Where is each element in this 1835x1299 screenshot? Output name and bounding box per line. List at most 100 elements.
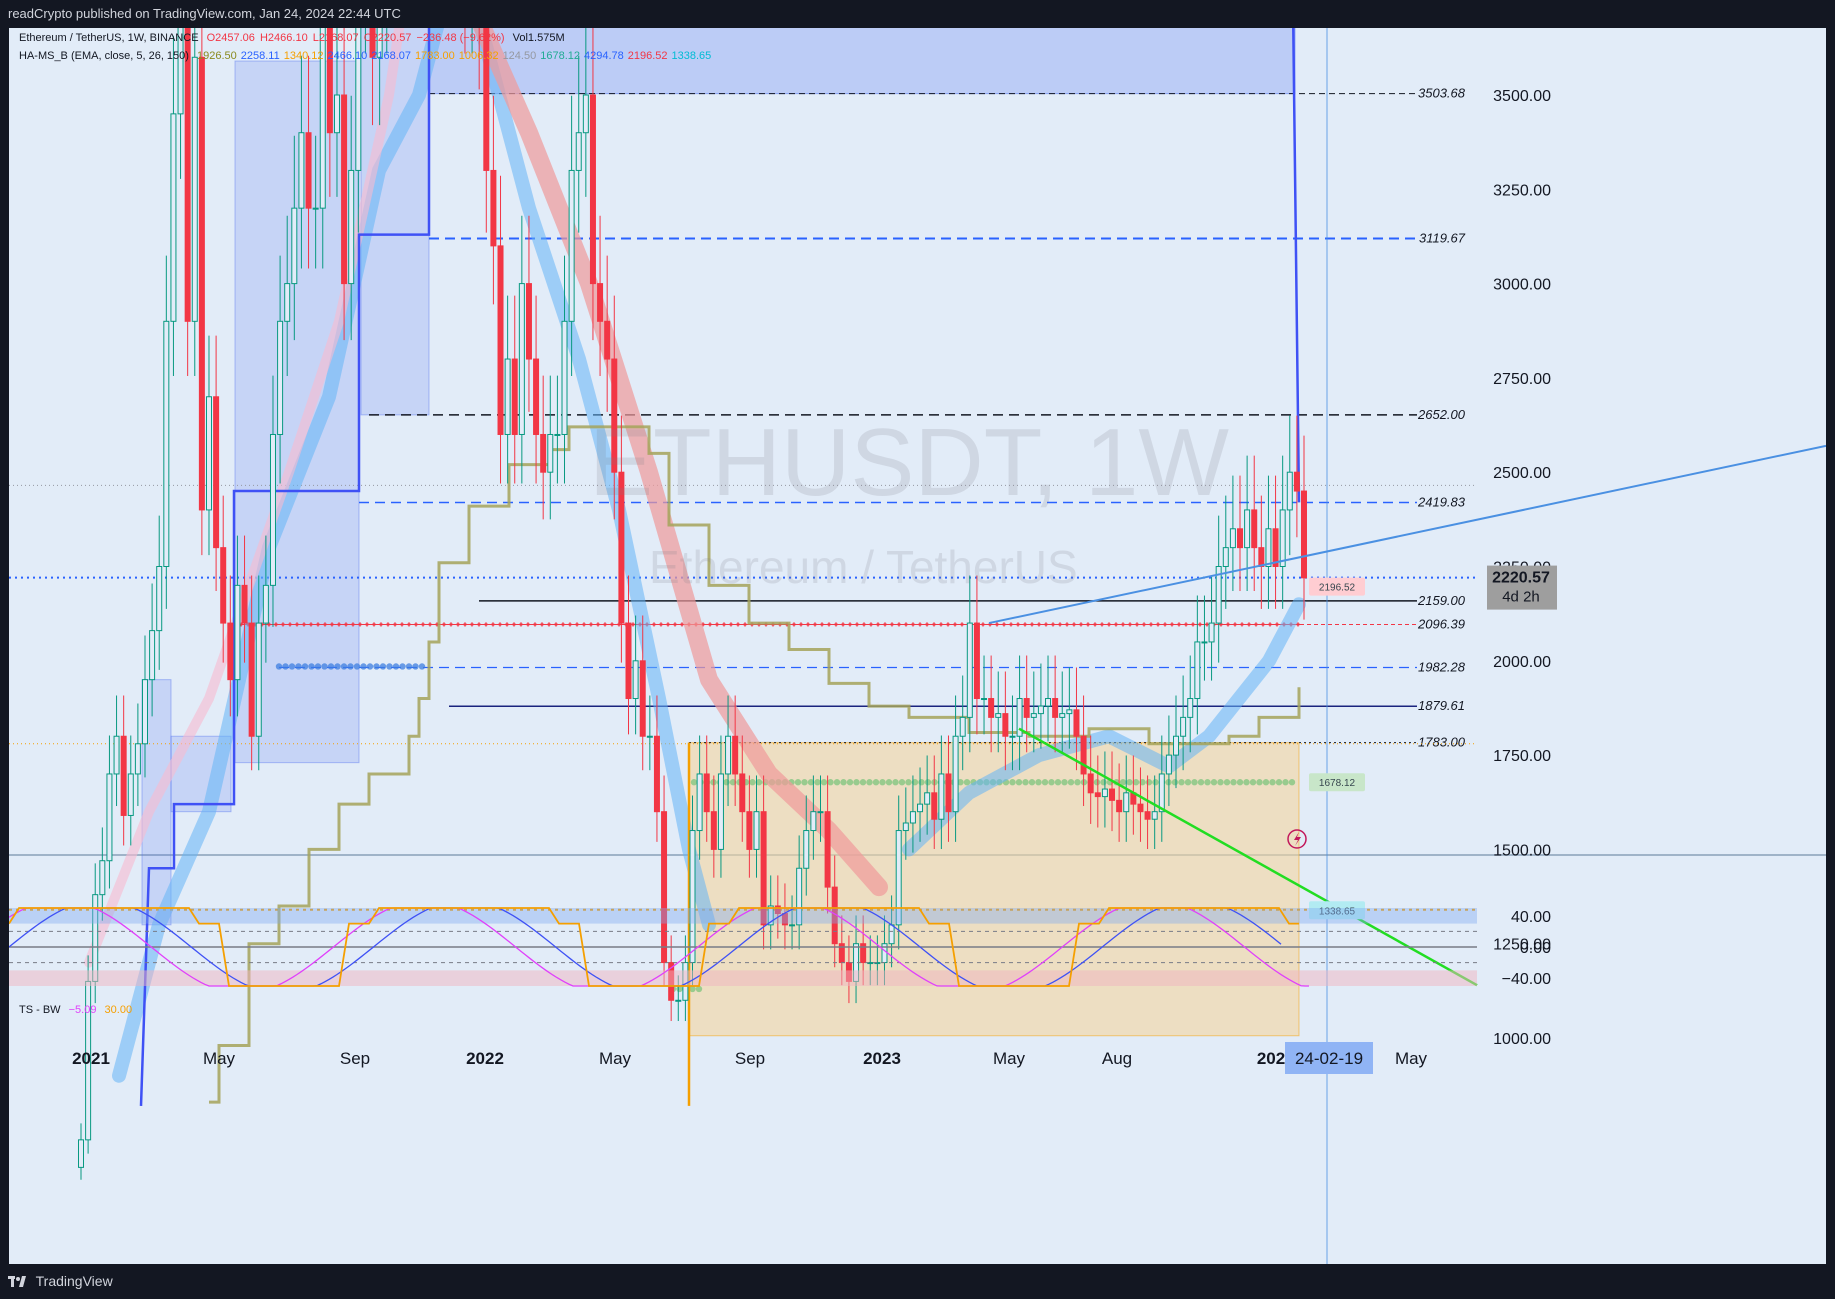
- chart-svg[interactable]: 3503.68 3119.67 2652.00 2419.83 2159.00 2096.…: [9, 28, 1826, 1264]
- chart-area[interactable]: 3503.68 3119.67 2652.00 2419.83 2159.00 2096.…: [9, 28, 1826, 1264]
- candle-body: [1194, 641, 1201, 700]
- candle-body: [924, 792, 931, 805]
- candle-body: [241, 584, 248, 624]
- candle-body: [1023, 698, 1030, 718]
- candle-body: [1173, 735, 1180, 756]
- candle-body: [341, 94, 348, 285]
- candle-body: [952, 735, 959, 813]
- indicator-value-1: 2258.11: [240, 50, 280, 62]
- time-tick-4: May: [599, 1049, 632, 1068]
- footer-bar: TradingView: [0, 1264, 1835, 1299]
- time-tick-8: Aug: [1102, 1049, 1132, 1068]
- price-tick-14: 1500.00: [1493, 842, 1551, 859]
- candle-body: [184, 28, 191, 322]
- indicator-value-4: 2168.07: [371, 50, 412, 62]
- candle-body: [333, 94, 340, 134]
- candle-body: [106, 773, 113, 862]
- candle-body: [760, 811, 767, 926]
- candle-body: [1109, 788, 1116, 801]
- candle-body: [554, 433, 561, 436]
- candle-body: [646, 735, 653, 738]
- candle-body: [525, 283, 532, 360]
- candle-body: [817, 811, 824, 814]
- candle-body: [319, 28, 326, 209]
- candle-body: [739, 773, 746, 813]
- price-tick-10: 2500.00: [1493, 465, 1551, 482]
- level-label-1: 3119.67: [1419, 230, 1466, 245]
- legend-close: C2220.57: [363, 32, 412, 44]
- candle-body: [568, 169, 575, 322]
- candle-body: [518, 283, 525, 435]
- time-tick-5: Sep: [735, 1049, 765, 1068]
- candle-body: [78, 1139, 84, 1168]
- level-label-8: 1783.00: [1418, 735, 1466, 750]
- candle-body: [888, 924, 895, 945]
- candle-body: [589, 94, 596, 285]
- osc-tick-2: −40.00: [1502, 971, 1551, 988]
- candle-body: [1251, 509, 1258, 549]
- candle-body: [262, 584, 269, 624]
- candle-body: [1030, 713, 1037, 718]
- candle-body: [1293, 471, 1300, 492]
- candle-body: [533, 358, 540, 435]
- candle-body: [1101, 788, 1108, 798]
- candle-body: [156, 566, 163, 632]
- candle-body: [604, 320, 611, 360]
- candle-body: [597, 283, 604, 322]
- candle-body: [653, 735, 660, 813]
- candle-body: [1272, 528, 1279, 567]
- candle-body: [277, 320, 284, 435]
- bead-line-1985: [275, 663, 426, 670]
- time-tick-9: 202: [1257, 1049, 1285, 1068]
- candle-body: [710, 811, 717, 850]
- candle-body: [796, 867, 803, 926]
- candle-body: [1151, 811, 1158, 820]
- time-tick-3: 2022: [466, 1049, 504, 1068]
- indicator-value-2: 1340.12: [283, 50, 324, 62]
- candle-body: [1052, 698, 1059, 718]
- countdown-label: 4d 2h: [1502, 589, 1540, 606]
- osc-tick-1: 0.00: [1520, 940, 1551, 957]
- candle-body: [1037, 705, 1044, 715]
- oscillator-legend: TS - BW −5.09 30.00: [19, 1004, 137, 1016]
- watermark-symbol: ETHUSDT, 1W: [589, 409, 1230, 516]
- candle-body: [639, 660, 646, 737]
- symbol-legend: Ethereum / TetherUS, 1W, BINANCE O2457.0…: [19, 32, 570, 44]
- lightning-bolt-icon: [1294, 832, 1301, 846]
- time-tick-7: May: [993, 1049, 1026, 1068]
- candle-body: [220, 547, 227, 624]
- crosshair-date-label: 24-02-19: [1295, 1049, 1363, 1068]
- candle-body: [1286, 471, 1293, 511]
- candle-body: [789, 924, 796, 927]
- watermark-description: Ethereum / TetherUS: [649, 541, 1078, 593]
- candle-body: [611, 358, 618, 473]
- candle-body: [248, 622, 255, 737]
- candle-body: [298, 132, 305, 209]
- indicator-value-0: 1926.50: [197, 50, 237, 62]
- candle-body: [305, 132, 312, 209]
- time-tick-2: Sep: [340, 1049, 370, 1068]
- candle-body: [1180, 716, 1187, 737]
- price-tick-6: 3500.00: [1493, 88, 1551, 105]
- bead-line-1678: [690, 779, 1296, 786]
- lightning-icon: [1287, 829, 1307, 849]
- candle-body: [931, 792, 938, 820]
- candle-body: [1116, 799, 1123, 813]
- candle-body: [547, 433, 554, 473]
- candle-body: [1244, 509, 1251, 549]
- candle-body: [540, 433, 547, 473]
- candle-body: [205, 396, 212, 511]
- time-tick-1: May: [203, 1049, 236, 1068]
- upper-blue-zone: [428, 28, 1296, 95]
- olive-step-line: [209, 425, 1301, 1104]
- candle-body: [959, 716, 966, 737]
- candle-body: [689, 830, 696, 964]
- candle-body: [1258, 547, 1265, 568]
- price-tick-7: 3250.00: [1493, 182, 1551, 199]
- last-price-label: 2220.57: [1492, 570, 1550, 587]
- candle-body: [141, 679, 148, 745]
- candles: [78, 28, 1307, 1180]
- candle-body: [938, 773, 945, 820]
- candle-body: [490, 169, 497, 247]
